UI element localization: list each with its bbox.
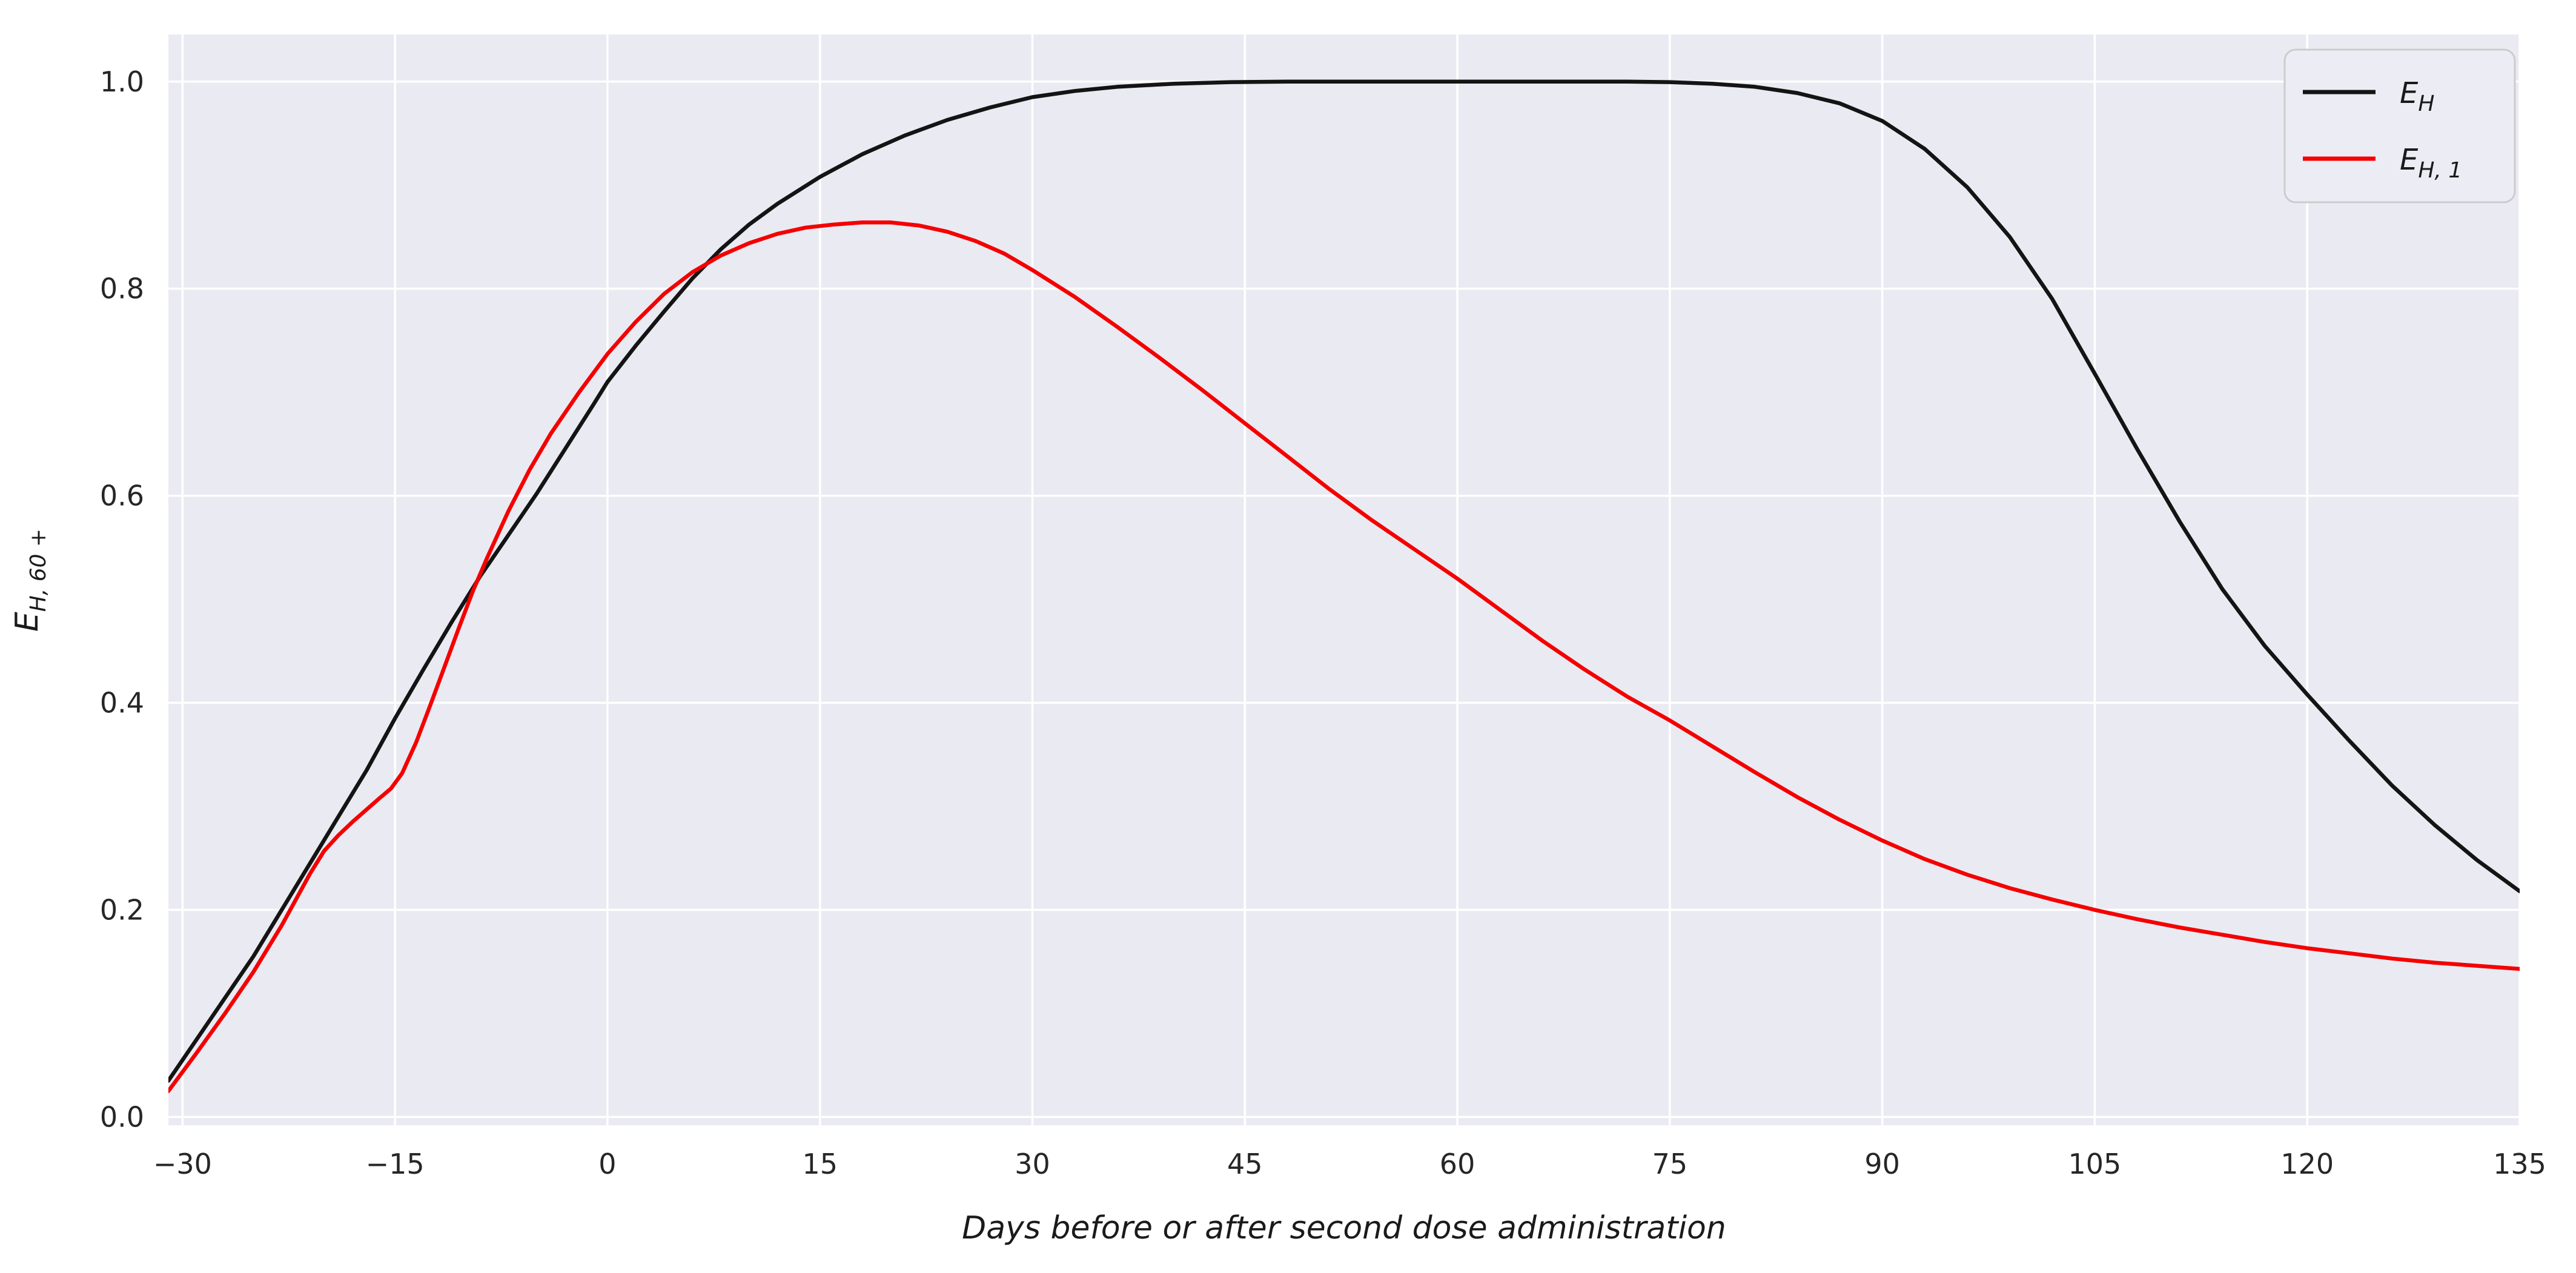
x-tick-label: 135 (2493, 1148, 2546, 1180)
y-tick-label: 0.4 (100, 687, 144, 719)
y-tick-label: 0.0 (100, 1100, 144, 1133)
x-tick-label: 75 (1652, 1148, 1688, 1180)
y-axis-title: EH, 60 + (9, 529, 51, 632)
x-tick-label: 60 (1440, 1148, 1475, 1180)
y-tick-label: 0.6 (100, 480, 144, 512)
legend: EH EH, 1 (2283, 48, 2516, 203)
x-tick-label: 90 (1864, 1148, 1900, 1180)
y-axis-title-sub: H, 60 + (26, 529, 51, 612)
y-tick-label: 1.0 (100, 65, 144, 98)
legend-box (2283, 48, 2516, 203)
x-tick-label: 105 (2068, 1148, 2122, 1180)
legend-label-eh: EH (2400, 76, 2434, 116)
x-tick-label: 15 (802, 1148, 838, 1180)
x-tick-label: 30 (1015, 1148, 1050, 1180)
legend-label-eh1: EH, 1 (2400, 143, 2462, 183)
x-tick-label: 0 (598, 1148, 616, 1180)
x-tick-label: −15 (366, 1148, 425, 1180)
plot-area (168, 35, 2520, 1125)
y-tick-label: 0.8 (100, 273, 144, 305)
y-tick-label: 0.2 (100, 893, 144, 926)
curve-eh1 (168, 220, 2520, 1093)
x-tick-label: 120 (2280, 1148, 2334, 1180)
curve-eh (168, 79, 2520, 1083)
x-tick-label: −30 (153, 1148, 212, 1180)
plot-built-content: −30 −15 0 15 30 45 60 75 90 105 120 135 0.0 0.2 0.4 0.6… (100, 35, 2546, 1180)
y-axis-title-main: E (9, 612, 45, 632)
x-axis-title: Days before or after second dose adminis… (962, 1210, 1726, 1246)
x-tick-label: 45 (1227, 1148, 1263, 1180)
